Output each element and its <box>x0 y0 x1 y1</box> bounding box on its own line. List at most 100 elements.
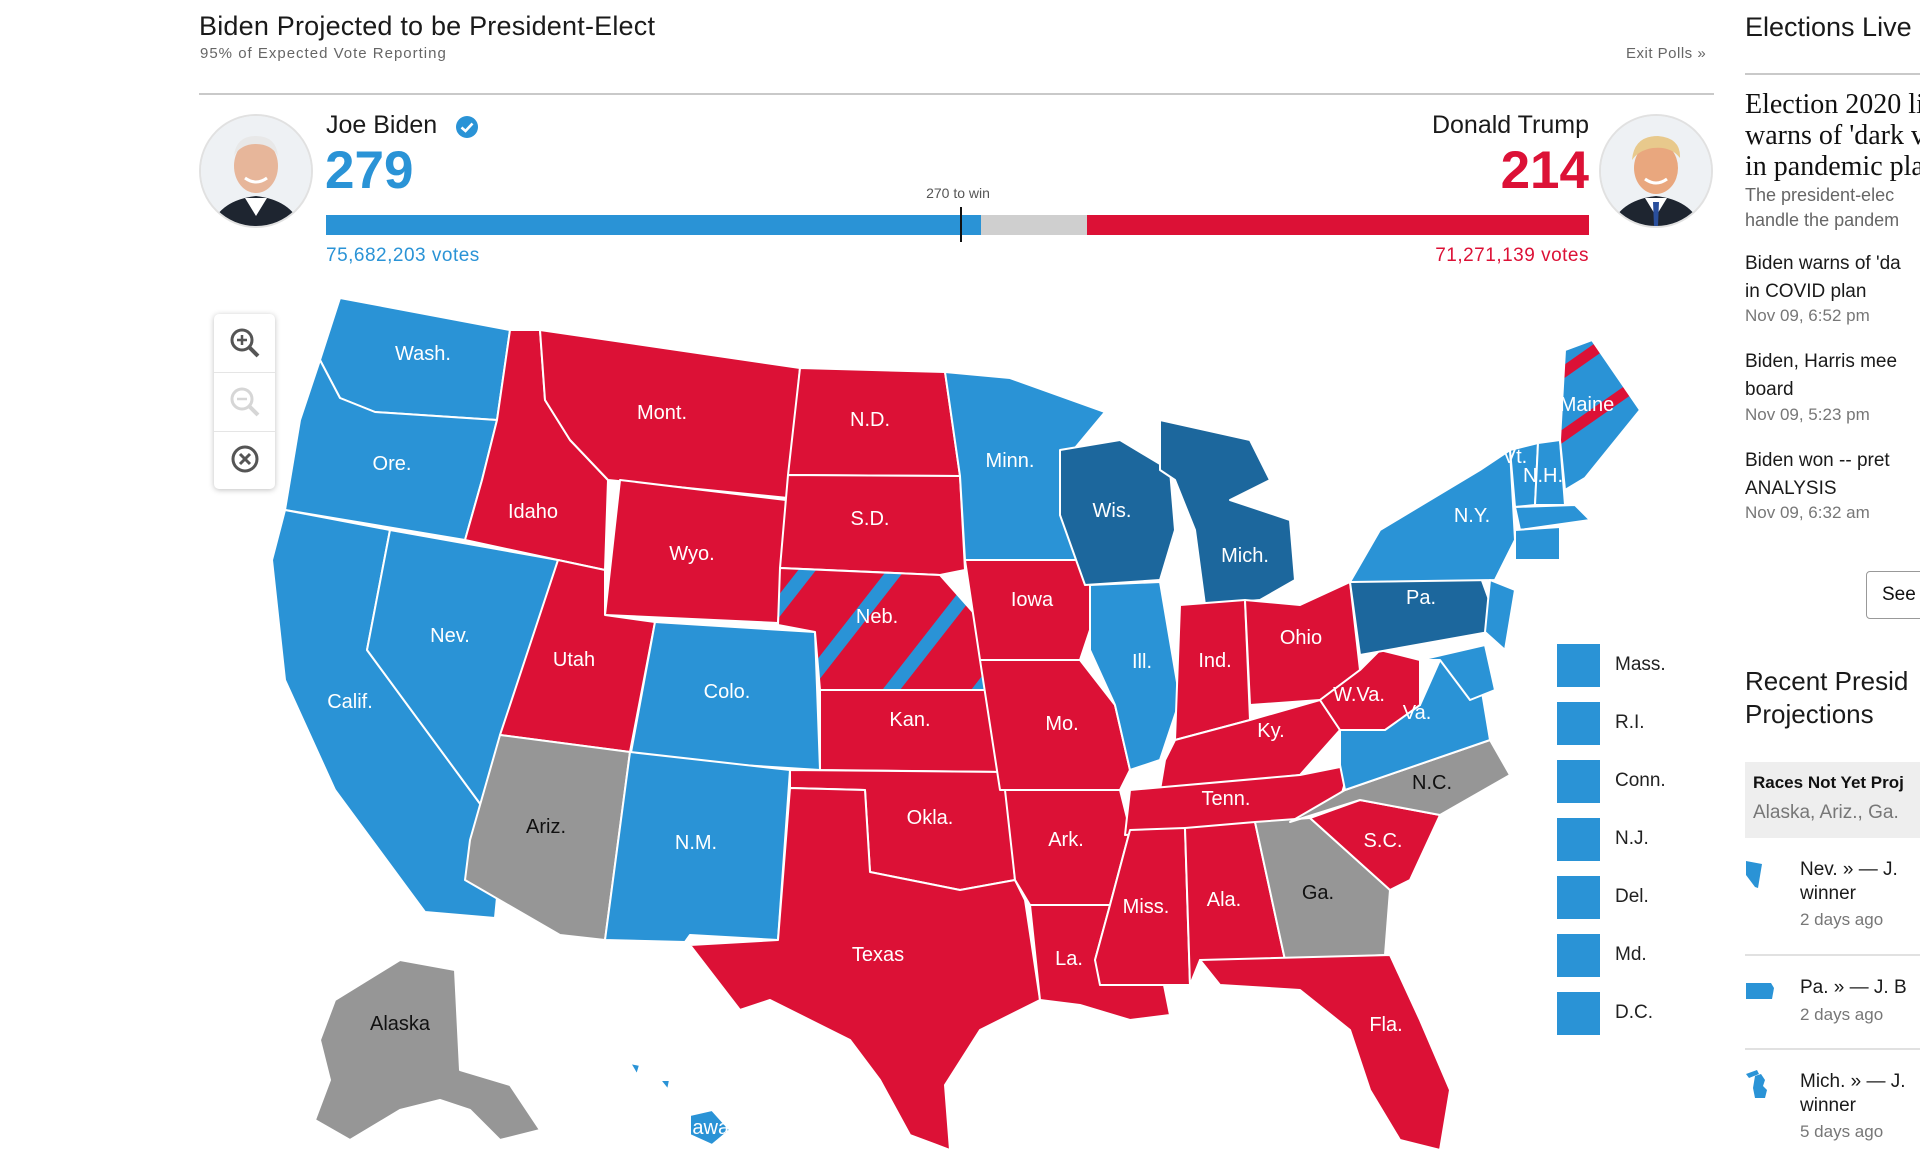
trump-electoral-votes: 214 <box>1500 141 1589 200</box>
state-ny <box>1349 449 1516 583</box>
state-mich <box>1159 419 1296 606</box>
headline-line: Election 2020 li <box>1745 89 1920 120</box>
state-ind <box>1174 599 1251 741</box>
elections-live-title: Elections Live <box>1745 12 1912 42</box>
reporting-status: 95% of Expected Vote Reporting <box>200 45 447 62</box>
trump-popular-votes: 71,271,139 votes <box>1435 245 1589 266</box>
live-item[interactable]: Biden warns of 'da in COVID plan <box>1745 250 1901 306</box>
state-ill <box>1089 581 1181 771</box>
recent-title-line: Projections <box>1745 699 1874 729</box>
live-item[interactable]: Biden, Harris mee board <box>1745 348 1897 404</box>
trump-name: Donald Trump <box>1431 111 1589 139</box>
recent-title-line: Recent Presid <box>1745 666 1909 696</box>
live-item-text: board <box>1745 379 1794 400</box>
live-divider <box>1745 73 1920 75</box>
state-maine <box>1559 339 1640 491</box>
zoom-in-icon <box>230 328 259 358</box>
state-conn <box>1514 526 1561 561</box>
nevada-icon <box>1746 861 1762 888</box>
projection-divider <box>1745 1048 1920 1050</box>
projection-divider <box>1745 954 1920 956</box>
state-wis <box>1059 439 1176 586</box>
reset-map-button[interactable] <box>214 430 275 488</box>
small-state-swatch[interactable] <box>1557 644 1600 687</box>
small-state-swatch[interactable] <box>1557 760 1600 803</box>
projection-item[interactable]: Pa. » — J. B <box>1800 976 1907 1000</box>
biden-electoral-votes: 279 <box>325 141 414 200</box>
state-wyo <box>604 479 787 624</box>
projection-time: 5 days ago <box>1800 1122 1884 1141</box>
small-state-swatch[interactable] <box>1557 934 1600 977</box>
not-yet-projected-title: Races Not Yet Proj <box>1753 773 1904 792</box>
headline-summary: The president-elec handle the pandem <box>1745 183 1899 233</box>
biden-name: Joe Biden <box>326 111 438 139</box>
zoom-controls <box>214 314 275 489</box>
michigan-icon <box>1746 1070 1767 1098</box>
state-hawaii <box>629 1062 731 1146</box>
live-item-text: ANALYSIS <box>1745 478 1837 499</box>
small-state-swatch[interactable] <box>1557 992 1600 1035</box>
small-state-label: R.I. <box>1615 712 1645 733</box>
win-threshold-marker <box>959 207 962 242</box>
electoral-map[interactable] <box>260 290 1640 1150</box>
live-item-text: Biden won -- pret <box>1745 450 1890 471</box>
state-vt <box>1509 442 1539 508</box>
exit-polls-link[interactable]: Exit Polls » <box>1626 45 1707 62</box>
state-sd <box>779 474 966 576</box>
verified-check-icon <box>456 116 478 138</box>
headline-line: in pandemic pla <box>1745 151 1920 182</box>
state-nj <box>1484 579 1516 651</box>
state-alaska <box>314 959 541 1141</box>
live-item-time: Nov 09, 6:52 pm <box>1745 306 1870 325</box>
small-state-swatch[interactable] <box>1557 702 1600 745</box>
electoral-bar-biden <box>326 215 981 235</box>
header-divider <box>199 93 1714 95</box>
projection-text: Pa. » — J. B <box>1800 977 1907 998</box>
state-texas <box>689 787 1041 1150</box>
small-state-label: Md. <box>1615 944 1647 965</box>
live-item-time: Nov 09, 5:23 pm <box>1745 405 1870 424</box>
state-iowa <box>964 559 1101 661</box>
races-not-yet-projected <box>1745 762 1920 838</box>
projection-text: Mich. » — J. <box>1800 1071 1906 1092</box>
state-colo <box>629 621 821 771</box>
small-state-label: D.C. <box>1615 1002 1653 1023</box>
small-state-swatch[interactable] <box>1557 876 1600 919</box>
live-item-text: in COVID plan <box>1745 281 1867 302</box>
reset-icon <box>231 445 258 473</box>
headline-line: warns of 'dark v <box>1745 120 1920 151</box>
trump-avatar <box>1599 114 1713 228</box>
state-wva <box>1319 649 1421 731</box>
projection-time: 2 days ago <box>1800 910 1884 929</box>
top-headline[interactable]: Election 2020 li warns of 'dark v in pan… <box>1745 89 1920 182</box>
biden-avatar <box>199 114 313 228</box>
electoral-bar-trump <box>1086 215 1589 235</box>
state-va <box>1339 659 1491 791</box>
projection-text: Nev. » — J. <box>1800 859 1898 880</box>
state-nm <box>604 751 791 943</box>
small-state-swatch[interactable] <box>1557 818 1600 861</box>
zoom-out-icon <box>230 387 259 417</box>
small-state-label: N.J. <box>1615 828 1649 849</box>
live-item-time: Nov 09, 6:32 am <box>1745 503 1870 522</box>
see-more-button[interactable]: See <box>1866 571 1920 619</box>
projection-item[interactable]: Mich. » — J. winner <box>1800 1070 1906 1118</box>
zoom-in-button[interactable] <box>214 314 275 372</box>
projection-text: winner <box>1800 1095 1856 1116</box>
zoom-out-button[interactable] <box>214 372 275 432</box>
state-ark <box>1004 789 1131 906</box>
state-nd <box>787 367 961 477</box>
small-state-label: Conn. <box>1615 770 1666 791</box>
small-state-label: Mass. <box>1615 654 1666 675</box>
recent-projections-title: Recent Presid Projections <box>1745 665 1908 731</box>
state-mass <box>1514 504 1591 531</box>
projection-text: winner <box>1800 883 1856 904</box>
small-state-label: Del. <box>1615 886 1649 907</box>
pennsylvania-icon <box>1746 983 1774 999</box>
projection-time: 2 days ago <box>1800 1005 1884 1024</box>
state-md <box>1419 644 1496 701</box>
live-item[interactable]: Biden won -- pret ANALYSIS <box>1745 447 1890 503</box>
live-item-text: Biden, Harris mee <box>1745 351 1898 372</box>
projection-item[interactable]: Nev. » — J. winner <box>1800 858 1898 906</box>
summary-line: The president-elec <box>1745 185 1895 205</box>
